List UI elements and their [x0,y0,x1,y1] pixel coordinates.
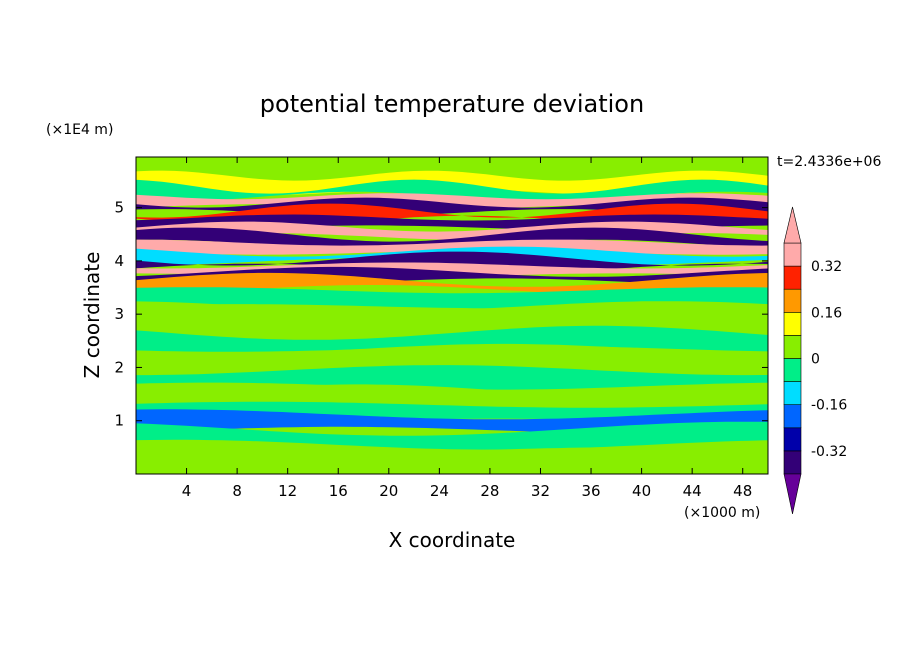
colorbar-label: -0.16 [811,398,847,414]
x-tick-label: 40 [632,482,651,500]
x-tick-label: 28 [480,482,499,500]
contour-band [136,421,768,450]
colorbar-box [783,335,802,359]
colorbar-box [783,358,802,382]
x-tick-label: 4 [182,482,192,500]
colorbar-label: 0.16 [811,305,842,321]
y-unit-label: (×1E4 m) [46,122,113,138]
colorbar-box [783,242,802,267]
contour-band [136,325,768,354]
y-tick-label: 3 [114,305,124,323]
x-tick-label: 32 [531,482,550,500]
colorbar-label: -0.32 [811,444,847,460]
contour-band [136,239,768,255]
x-tick-label: 44 [683,482,702,500]
colorbar-box [783,427,802,452]
contour-band [136,157,768,178]
x-axis-label: X coordinate [389,528,516,552]
x-tick-label: 20 [379,482,398,500]
colorbar-label: 0 [811,352,820,368]
y-tick-label: 5 [114,199,124,217]
x-tick-label: 48 [733,482,752,500]
x-tick-label: 24 [430,482,449,500]
x-tick-label: 8 [232,482,242,500]
x-tick-label: 16 [329,482,348,500]
colorbar-extend-top [783,206,802,244]
contour-band [136,272,768,295]
x-tick-label: 36 [581,482,600,500]
x-axis: 4 8 12 16 20 24 28 32 36 40 44 48 [182,157,752,500]
colorbar-label: 0.32 [811,259,842,275]
colorbar-box [783,450,802,475]
colorbar-box [783,265,802,290]
y-axis-label: Z coordinate [80,252,104,379]
contour-field [136,157,768,474]
y-tick-label: 1 [114,412,124,430]
y-tick-label: 4 [114,252,124,270]
contour-band [136,365,768,390]
x-unit-label: (×1000 m) [684,505,760,521]
colorbar-box [783,288,802,313]
colorbar-box [783,404,802,429]
y-tick-label: 2 [114,358,124,376]
colorbar-extend-bottom [783,473,802,515]
y-axis: 1 2 3 4 5 [114,199,768,430]
contour-band [136,251,768,274]
colorbar-box [783,311,802,336]
x-tick-label: 12 [278,482,297,500]
contour-band [136,227,768,250]
contour-band [136,301,768,326]
colorbar: 0.32 0.16 0 -0.16 -0.32 [783,206,847,515]
colorbar-box [783,381,802,406]
plot-frame [135,156,769,475]
contour-band [136,179,768,202]
chart-title: potential temperature deviation [260,90,644,118]
contour-band [136,345,768,367]
contour-band [136,447,768,469]
time-label: t=2.4336e+06 [777,154,881,170]
